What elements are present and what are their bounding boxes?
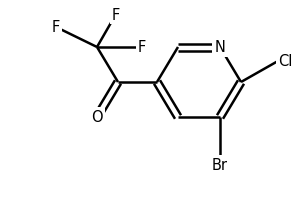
Text: N: N xyxy=(214,40,225,55)
Text: F: F xyxy=(52,20,60,35)
Text: F: F xyxy=(112,8,120,22)
Text: Cl: Cl xyxy=(278,54,292,69)
Text: O: O xyxy=(91,110,103,125)
Text: F: F xyxy=(138,40,146,55)
Text: Br: Br xyxy=(212,157,228,172)
